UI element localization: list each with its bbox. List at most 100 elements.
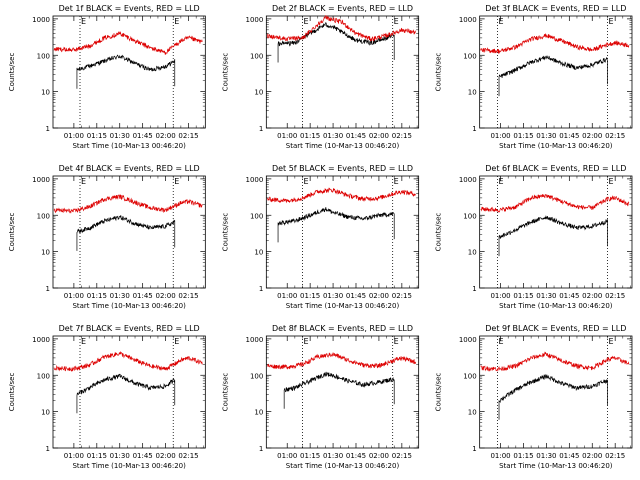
y-tick-label: 1 <box>259 125 263 133</box>
x-axis-label: Start Time (10-Mar-13 00:46:20) <box>72 142 186 150</box>
panel-6: Det 6f BLACK = Events, RED = LLD 1 10 100 10… <box>435 164 633 310</box>
panel-title: Det 9f BLACK = Events, RED = LLD <box>485 324 626 333</box>
events-series-line <box>498 55 608 97</box>
x-tick-label: 01:00 <box>64 132 84 140</box>
panel-title: Det 3f BLACK = Events, RED = LLD <box>485 4 626 13</box>
lld-series-line <box>53 194 203 214</box>
x-tick-label: 01:00 <box>490 292 510 300</box>
x-tick-label: 01:00 <box>277 452 297 460</box>
y-tick-label: 1 <box>46 445 50 453</box>
x-tick-label: 01:30 <box>323 292 343 300</box>
y-axis-label: Counts/sec <box>8 213 16 252</box>
eclipse-marker-label: E <box>498 337 503 346</box>
panel-title: Det 7f BLACK = Events, RED = LLD <box>59 324 200 333</box>
y-tick-label: 1000 <box>32 176 50 184</box>
x-tick-label: 01:30 <box>323 132 343 140</box>
eclipse-marker-label: E <box>81 177 86 186</box>
y-tick-label: 1 <box>472 445 476 453</box>
panel-title: Det 1f BLACK = Events, RED = LLD <box>59 4 200 13</box>
x-tick-label: 01:30 <box>536 452 556 460</box>
events-series-line <box>277 22 395 63</box>
x-axis-label: Start Time (10-Mar-13 00:46:20) <box>286 142 400 150</box>
x-axis-label: Start Time (10-Mar-13 00:46:20) <box>72 302 186 310</box>
x-tick-label: 02:00 <box>155 452 175 460</box>
x-tick-label: 01:15 <box>513 292 533 300</box>
y-tick-label: 100 <box>250 372 263 380</box>
y-tick-label: 1 <box>472 125 476 133</box>
panel-title: Det 4f BLACK = Events, RED = LLD <box>59 164 200 173</box>
eclipse-marker-label: E <box>304 337 309 346</box>
x-tick-label: 01:45 <box>346 292 366 300</box>
y-tick-label: 1000 <box>32 336 50 344</box>
plot-frame <box>265 335 420 449</box>
panel-4: Det 4f BLACK = Events, RED = LLD 1 10 100 10… <box>8 164 206 310</box>
events-series-line <box>277 207 395 243</box>
eclipse-marker-label: E <box>498 17 503 26</box>
x-tick-label: 01:15 <box>87 452 107 460</box>
x-tick-label: 01:45 <box>559 452 579 460</box>
x-tick-label: 01:15 <box>300 132 320 140</box>
y-tick-label: 100 <box>463 212 476 220</box>
x-tick-label: 01:00 <box>490 452 510 460</box>
y-axis-label: Counts/sec <box>8 53 16 92</box>
plot-frame <box>52 335 206 449</box>
x-tick-label: 02:15 <box>605 292 625 300</box>
y-tick-label: 100 <box>37 52 50 60</box>
x-tick-label: 01:15 <box>300 292 320 300</box>
x-tick-label: 01:00 <box>64 452 84 460</box>
x-tick-label: 02:15 <box>392 452 412 460</box>
y-tick-label: 1000 <box>246 176 264 184</box>
x-tick-label: 01:30 <box>536 132 556 140</box>
y-tick-label: 10 <box>254 409 263 417</box>
y-axis-label: Counts/sec <box>8 373 16 412</box>
y-axis-label: Counts/sec <box>435 53 443 92</box>
y-tick-label: 1 <box>46 285 50 293</box>
eclipse-marker-label: E <box>394 17 399 26</box>
y-tick-label: 1000 <box>32 16 50 24</box>
x-tick-label: 01:30 <box>536 292 556 300</box>
y-tick-label: 1000 <box>459 336 477 344</box>
x-tick-label: 02:00 <box>369 452 389 460</box>
y-tick-label: 100 <box>463 372 476 380</box>
events-series-line <box>498 215 608 257</box>
x-tick-label: 01:00 <box>277 292 297 300</box>
lld-series-line <box>267 187 416 204</box>
eclipse-marker-label: E <box>394 177 399 186</box>
plot-frame <box>479 15 633 129</box>
y-tick-label: 10 <box>41 89 50 97</box>
y-axis-label: Counts/sec <box>221 53 229 92</box>
x-tick-label: 02:15 <box>392 132 412 140</box>
y-tick-label: 100 <box>250 52 263 60</box>
y-tick-label: 10 <box>41 249 50 257</box>
y-tick-label: 1 <box>259 445 263 453</box>
y-tick-label: 100 <box>37 372 50 380</box>
x-tick-label: 01:45 <box>133 292 153 300</box>
events-series-line <box>76 54 176 89</box>
y-tick-label: 1000 <box>459 176 477 184</box>
y-axis-label: Counts/sec <box>221 373 229 412</box>
x-axis-label: Start Time (10-Mar-13 00:46:20) <box>286 462 400 470</box>
x-tick-label: 02:15 <box>605 132 625 140</box>
lld-series-line <box>267 352 416 370</box>
y-tick-label: 10 <box>254 249 263 257</box>
x-axis-label: Start Time (10-Mar-13 00:46:20) <box>286 302 400 310</box>
x-tick-label: 01:15 <box>87 132 107 140</box>
panel-title: Det 2f BLACK = Events, RED = LLD <box>272 4 413 13</box>
y-tick-label: 100 <box>250 212 263 220</box>
x-axis-label: Start Time (10-Mar-13 00:46:20) <box>499 462 613 470</box>
x-tick-label: 01:15 <box>300 452 320 460</box>
x-tick-label: 01:30 <box>323 452 343 460</box>
y-axis-label: Counts/sec <box>221 213 229 252</box>
x-tick-label: 02:00 <box>582 132 602 140</box>
y-tick-label: 1 <box>259 285 263 293</box>
eclipse-marker-label: E <box>174 17 179 26</box>
eclipse-marker-label: E <box>304 17 309 26</box>
y-tick-label: 10 <box>468 409 477 417</box>
panel-title: Det 5f BLACK = Events, RED = LLD <box>272 164 413 173</box>
lld-series-line <box>267 15 416 42</box>
y-tick-label: 10 <box>468 89 477 97</box>
plot-frame <box>52 15 206 129</box>
x-tick-label: 02:15 <box>178 452 198 460</box>
x-tick-label: 02:00 <box>369 132 389 140</box>
